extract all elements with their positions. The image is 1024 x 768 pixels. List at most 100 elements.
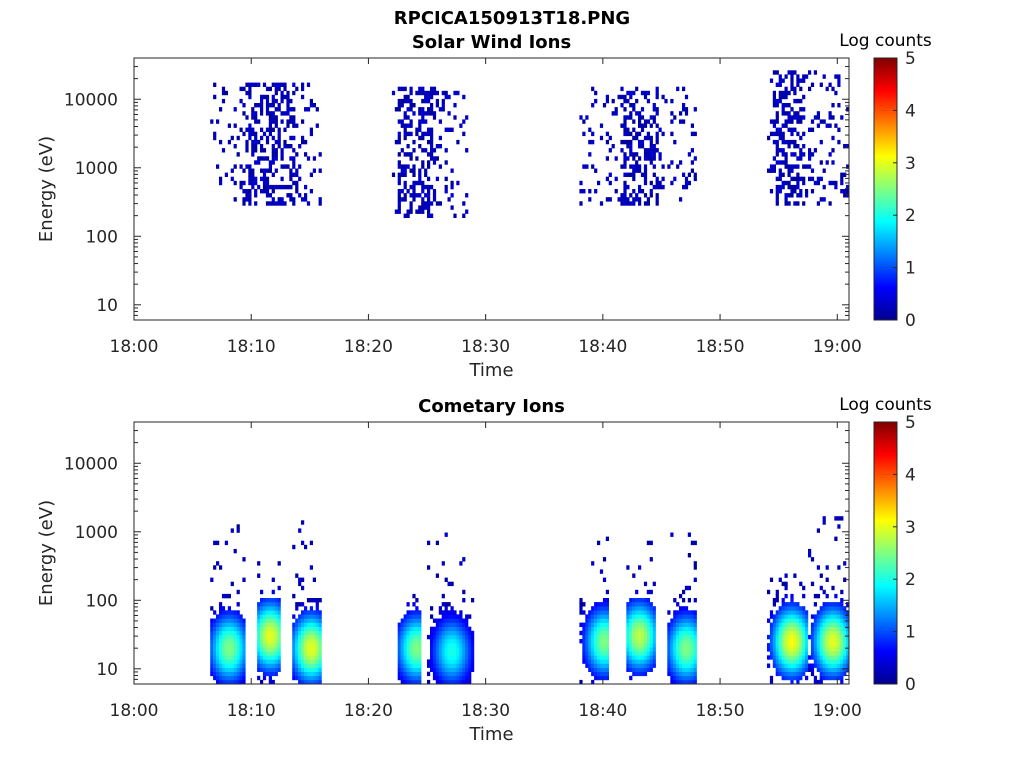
spectrogram-cell — [579, 606, 583, 611]
spectrogram-cell — [447, 655, 451, 660]
spectrogram-cell — [828, 618, 832, 623]
spectrogram-cell — [846, 667, 850, 672]
spectrogram-cell — [260, 639, 264, 644]
spectrogram-cell — [409, 675, 413, 681]
spectrogram-cell — [441, 639, 445, 644]
spectrogram-cell — [216, 651, 220, 656]
spectrogram-cell — [588, 614, 592, 619]
spectrogram-cell — [638, 119, 642, 124]
spectrogram-cell — [438, 622, 442, 627]
spectrogram-cell — [306, 639, 311, 644]
spectrogram-cell — [623, 98, 627, 104]
spectrogram-cell — [468, 643, 472, 648]
spectrogram-cell — [304, 634, 308, 640]
spectrogram-cell — [599, 667, 604, 672]
spectrogram-cell — [397, 131, 401, 137]
spectrogram-cell — [597, 602, 601, 607]
spectrogram-cell — [643, 152, 648, 157]
spectrogram-cell — [465, 659, 469, 664]
spectrogram-cell — [295, 184, 299, 190]
spectrogram-cell — [819, 679, 823, 685]
spectrogram-cell — [403, 671, 407, 677]
spectrogram-cell — [309, 540, 313, 546]
spectrogram-cell — [242, 634, 246, 640]
spectrogram-cell — [213, 131, 217, 137]
spectrogram-cell — [822, 618, 826, 623]
spectrogram-cell — [632, 168, 636, 173]
spectrogram-cell — [635, 602, 639, 607]
spectrogram-cell — [403, 180, 407, 186]
spectrogram-cell — [638, 647, 642, 652]
spectrogram-cell — [787, 172, 791, 177]
spectrogram-cell — [224, 671, 228, 677]
spectrogram-cell — [772, 70, 776, 75]
spectrogram-cell — [453, 671, 457, 677]
spectrogram-cell — [652, 115, 656, 120]
spectrogram-cell — [602, 103, 607, 108]
spectrogram-cell — [802, 176, 806, 182]
spectrogram-cell — [597, 540, 601, 546]
spectrogram-cell — [805, 643, 809, 648]
spectrogram-cell — [831, 643, 835, 648]
spectrogram-cell — [418, 193, 422, 198]
spectrogram-cell — [840, 643, 844, 648]
spectrogram-cell — [260, 189, 264, 194]
spectrogram-cell — [219, 618, 223, 623]
spectrogram-cell — [309, 618, 313, 623]
spectrogram-cell — [787, 119, 791, 124]
spectrogram-cell — [787, 626, 791, 632]
spectrogram-cell — [778, 651, 782, 656]
spectrogram-cell — [277, 201, 281, 206]
colorbar-tick-label: 1 — [905, 259, 916, 279]
y-tick-label: 10000 — [64, 90, 118, 110]
spectrogram-cell — [684, 679, 689, 685]
spectrogram-cell — [450, 193, 454, 198]
spectrogram-cell — [635, 152, 639, 157]
spectrogram-cell — [301, 667, 305, 672]
spectrogram-cell — [289, 98, 293, 104]
spectrogram-cell — [781, 667, 785, 672]
spectrogram-cell — [585, 622, 589, 627]
spectrogram-cell — [591, 131, 595, 137]
spectrogram-cell — [435, 679, 439, 685]
spectrogram-cell — [676, 643, 680, 648]
spectrogram-cell — [787, 184, 791, 190]
spectrogram-cell — [409, 626, 413, 632]
spectrogram-cell — [306, 634, 311, 640]
spectrogram-cell — [635, 589, 639, 595]
colorbar — [873, 421, 898, 685]
spectrogram-cell — [265, 180, 270, 186]
spectrogram-cell — [230, 647, 234, 652]
spectrogram-cell — [796, 78, 800, 83]
spectrogram-cell — [456, 663, 460, 668]
spectrogram-cell — [271, 111, 275, 116]
spectrogram-cell — [432, 659, 437, 664]
spectrogram-cell — [775, 197, 779, 202]
spectrogram-cell — [403, 679, 407, 685]
spectrogram-cell — [579, 622, 583, 627]
spectrogram-cell — [632, 663, 636, 668]
spectrogram-cell — [292, 544, 296, 550]
spectrogram-cell — [793, 573, 797, 578]
spectrogram-cell — [444, 643, 448, 648]
spectrogram-cell — [673, 655, 677, 660]
spectrogram-cell — [295, 667, 299, 672]
spectrogram-cell — [271, 659, 275, 664]
spectrogram-cell — [309, 103, 313, 108]
spectrogram-cell — [784, 614, 788, 619]
spectrogram-cell — [257, 675, 261, 681]
spectrogram-cell — [831, 148, 835, 153]
spectrogram-cell — [796, 602, 800, 607]
spectrogram-cell — [251, 180, 255, 186]
spectrogram-cell — [465, 626, 469, 632]
spectrogram-cell — [289, 107, 293, 112]
spectrogram-cell — [277, 184, 281, 190]
x-tick-label: 18:50 — [696, 337, 745, 357]
spectrogram-cell — [213, 94, 217, 100]
colorbar-label: Log counts — [839, 31, 932, 51]
spectrogram-cell — [781, 647, 785, 652]
spectrogram-cell — [265, 671, 270, 677]
spectrogram-cell — [655, 197, 659, 202]
spectrogram-cell — [831, 655, 835, 660]
spectrogram-cell — [591, 643, 595, 648]
